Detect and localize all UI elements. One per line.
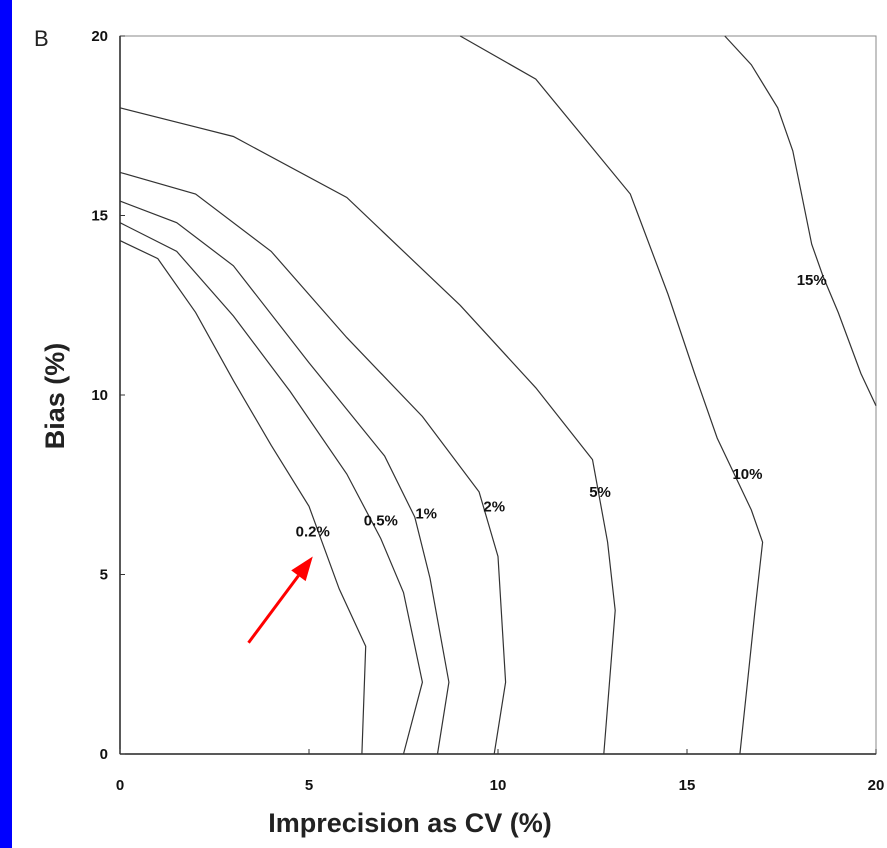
contour-line-2% [119, 171, 507, 755]
plot-frame [119, 35, 877, 755]
contour-label-5%: 5% [589, 484, 611, 501]
plot-border [119, 35, 877, 755]
y-tick-label: 20 [91, 28, 108, 45]
contour-line-10% [459, 35, 764, 755]
x-tick-label: 15 [679, 777, 696, 794]
x-tick-label: 20 [868, 777, 885, 794]
x-axis-title: Imprecision as CV (%) [268, 808, 552, 838]
contour-line-5% [119, 107, 616, 755]
contour-lines [119, 35, 877, 755]
y-tick-label: 5 [100, 567, 108, 584]
annotations [247, 556, 313, 644]
contour-line-0.2% [119, 240, 367, 755]
y-tick-label: 0 [100, 746, 108, 763]
x-tick-label: 5 [305, 777, 313, 794]
chart-panel: B 0 5 10 15 20 0 5 10 15 20 0.2% 0.5% 1% 2% 5% 10% 15% … [12, 0, 887, 848]
contour-label-15%: 15% [797, 272, 827, 289]
y-axis-title: Bias (%) [40, 343, 70, 450]
axis-ticks: 0 5 10 15 20 0 5 10 15 20 [91, 28, 884, 794]
contour-line-15% [724, 35, 877, 407]
y-tick-label: 10 [91, 387, 108, 404]
contour-labels: 0.2% 0.5% 1% 2% 5% 10% 15% [296, 272, 827, 540]
contour-label-10%: 10% [732, 466, 762, 483]
y-tick-label: 15 [91, 208, 108, 225]
panel-letter: B [34, 26, 49, 51]
contour-label-2%: 2% [483, 498, 505, 515]
contour-label-1%: 1% [415, 505, 437, 522]
contour-line-1% [119, 200, 450, 755]
contour-label-0.2%: 0.2% [296, 523, 330, 540]
contour-line-0.5% [119, 222, 424, 755]
red-arrow-shaft [247, 574, 300, 644]
red-arrow-head [291, 556, 313, 582]
x-tick-label: 0 [116, 777, 124, 794]
contour-label-0.5%: 0.5% [364, 513, 398, 530]
x-tick-label: 10 [490, 777, 507, 794]
